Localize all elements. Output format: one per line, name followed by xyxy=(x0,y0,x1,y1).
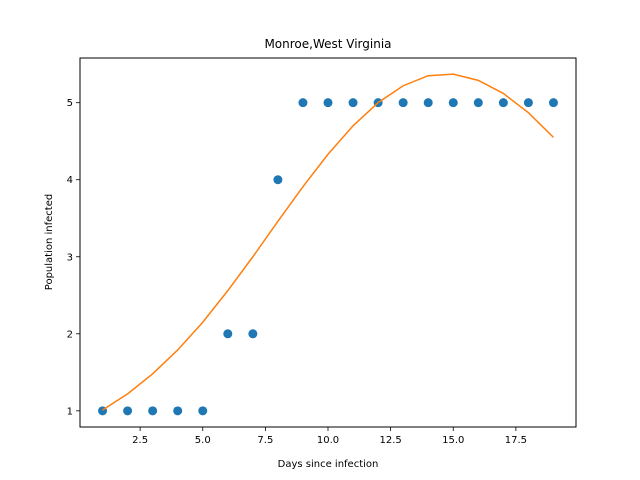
y-axis: 1 2 3 4 5 xyxy=(67,98,80,417)
data-point xyxy=(348,98,358,108)
x-tick-label: 15.0 xyxy=(442,435,464,446)
data-point xyxy=(523,98,533,108)
data-point xyxy=(423,98,433,108)
data-point xyxy=(198,406,208,416)
data-point xyxy=(498,98,508,108)
y-tick-label: 2 xyxy=(67,329,73,340)
y-tick-label: 3 xyxy=(67,252,73,263)
x-tick-label: 12.5 xyxy=(379,435,401,446)
data-point xyxy=(298,98,308,108)
data-point xyxy=(248,329,258,339)
y-axis-label: Population infected xyxy=(44,194,55,290)
data-point xyxy=(398,98,408,108)
y-tick-label: 4 xyxy=(67,175,73,186)
x-tick-label: 5.0 xyxy=(195,435,211,446)
x-tick-label: 10.0 xyxy=(317,435,339,446)
data-point xyxy=(473,98,483,108)
data-point xyxy=(323,98,333,108)
series-layer xyxy=(98,73,558,416)
x-axis-label: Days since infection xyxy=(278,459,379,470)
x-axis: 2.5 5.0 7.5 10.0 12.5 15.0 17.5 xyxy=(132,427,527,446)
data-point xyxy=(223,329,233,339)
data-point xyxy=(273,175,283,185)
data-point xyxy=(148,406,158,416)
x-tick-label: 7.5 xyxy=(257,435,273,446)
data-point xyxy=(123,406,133,416)
data-point xyxy=(448,98,458,108)
x-tick-label: 17.5 xyxy=(505,435,527,446)
chart-title: Monroe,West Virginia xyxy=(264,37,391,51)
x-tick-label: 2.5 xyxy=(132,435,148,446)
fit-line xyxy=(102,73,554,411)
y-tick-label: 1 xyxy=(67,406,73,417)
y-tick-label: 5 xyxy=(67,98,73,109)
data-point xyxy=(548,98,558,108)
data-point xyxy=(173,406,183,416)
